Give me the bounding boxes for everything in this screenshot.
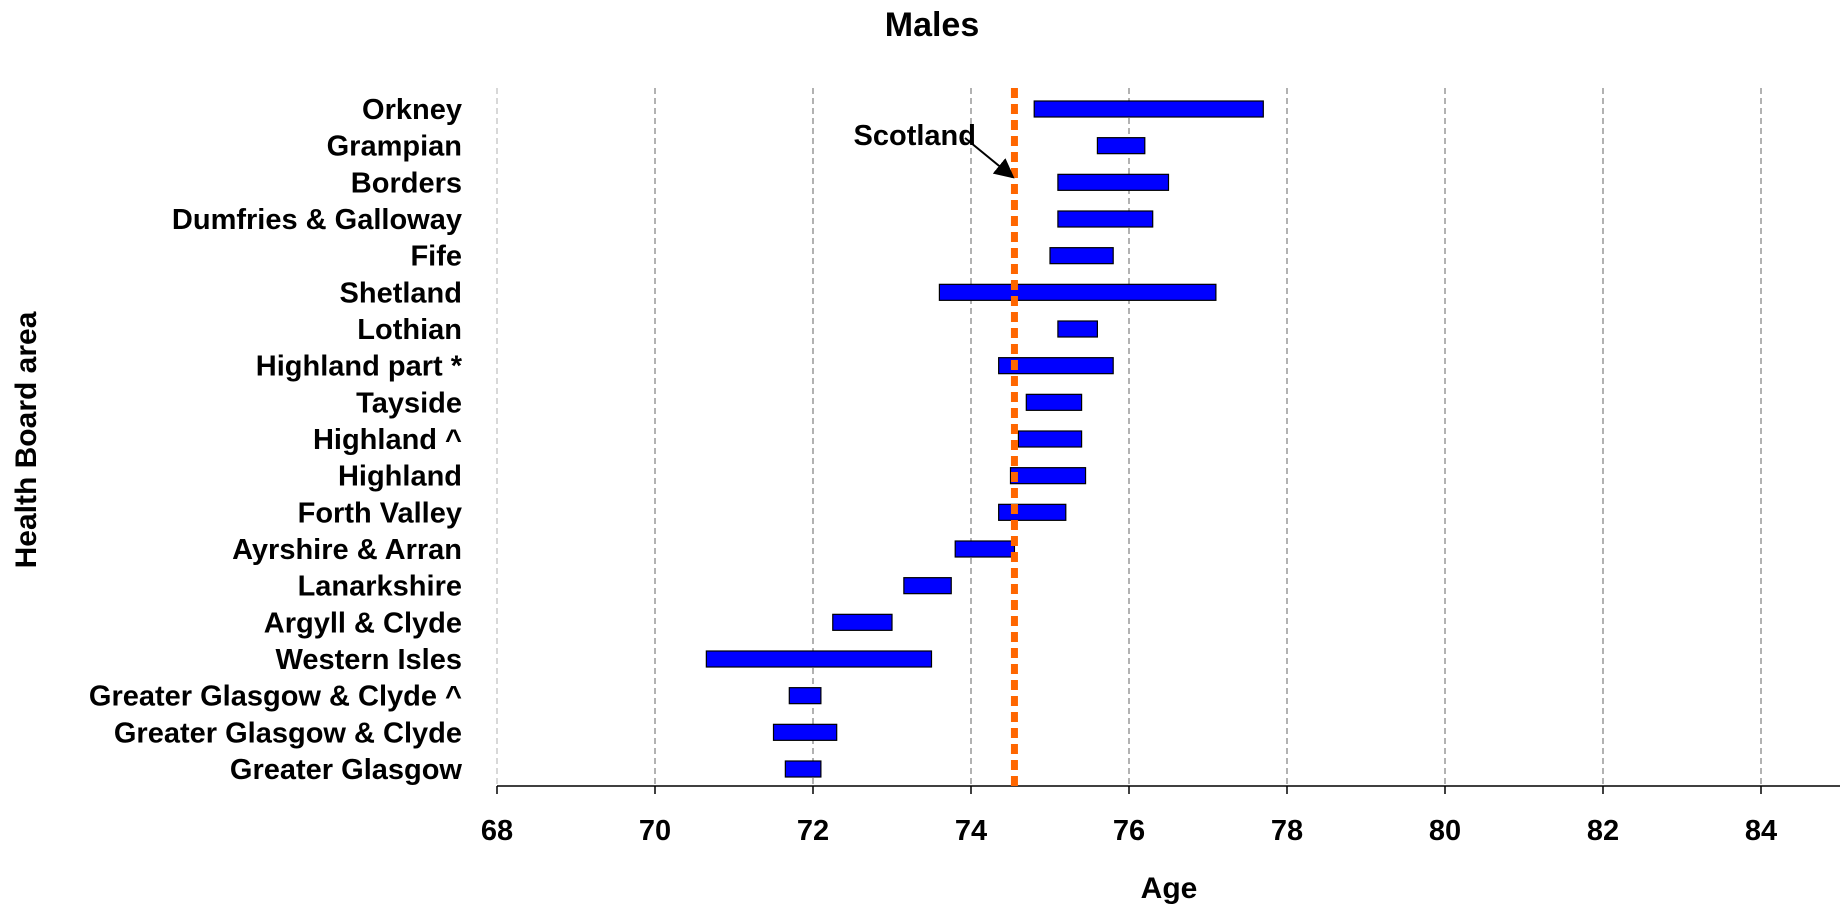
- confidence-bar: [1057, 320, 1099, 338]
- category-label: Greater Glasgow & Clyde ^: [89, 681, 462, 713]
- scotland-label: Scotland: [854, 120, 976, 152]
- confidence-bar: [705, 650, 933, 668]
- confidence-bar: [1057, 173, 1170, 191]
- x-tick-label: 82: [1587, 815, 1619, 847]
- confidence-bar: [784, 760, 822, 778]
- x-tick-label: 70: [639, 815, 671, 847]
- category-label: Highland ^: [313, 424, 462, 456]
- confidence-bar: [1017, 430, 1083, 448]
- confidence-bar: [998, 357, 1114, 375]
- x-tick-label: 74: [955, 815, 987, 847]
- category-label: Borders: [351, 167, 462, 199]
- category-label: Greater Glasgow: [230, 754, 463, 786]
- confidence-bar: [903, 577, 952, 595]
- confidence-bar: [1025, 393, 1083, 411]
- category-labels: Orkney Grampian Borders Dumfries & Galloway…: [89, 94, 463, 786]
- category-label: Dumfries & Galloway: [172, 204, 462, 236]
- confidence-bar: [954, 540, 1016, 558]
- category-label: Fife: [410, 241, 462, 273]
- scotland-arrow: [964, 137, 1015, 179]
- x-tick-label: 76: [1113, 815, 1145, 847]
- y-axis-label: Health Board area: [10, 311, 43, 568]
- confidence-bar: [1096, 137, 1146, 155]
- confidence-bars: [705, 100, 1264, 778]
- category-label: Western Isles: [276, 644, 462, 676]
- confidence-bar: [938, 283, 1217, 301]
- x-tick-label: 84: [1745, 815, 1777, 847]
- category-label: Lanarkshire: [298, 571, 462, 603]
- category-label: Highland: [338, 461, 462, 493]
- confidence-bar: [998, 503, 1067, 521]
- confidence-bar: [1057, 210, 1154, 228]
- category-label: Lothian: [357, 314, 462, 346]
- category-label: Argyll & Clyde: [264, 607, 462, 639]
- x-tick-label: 80: [1429, 815, 1461, 847]
- confidence-bar: [788, 687, 822, 705]
- x-tick-label: 72: [797, 815, 829, 847]
- confidence-bar: [1049, 247, 1114, 265]
- chart-title: Males: [885, 6, 980, 44]
- category-label: Greater Glasgow & Clyde: [114, 717, 462, 749]
- grid-lines: [496, 88, 1762, 786]
- category-label: Grampian: [327, 131, 462, 163]
- category-label: Tayside: [356, 387, 462, 419]
- category-label: Ayrshire & Arran: [232, 534, 462, 566]
- category-label: Highland part *: [256, 351, 463, 383]
- x-tick-label: 68: [481, 815, 513, 847]
- confidence-bar: [772, 723, 838, 741]
- x-axis: 68 70 72 74 76 78 80 82 84: [481, 785, 1840, 847]
- confidence-bar: [1033, 100, 1264, 118]
- category-label: Orkney: [362, 94, 462, 126]
- x-axis-label: Age: [1141, 872, 1198, 905]
- category-label: Shetland: [340, 277, 462, 309]
- x-tick-label: 78: [1271, 815, 1303, 847]
- reference-layer: Scotland: [854, 88, 1018, 786]
- category-label: Forth Valley: [298, 497, 462, 529]
- confidence-bar: [1009, 467, 1087, 485]
- confidence-bar: [832, 613, 893, 631]
